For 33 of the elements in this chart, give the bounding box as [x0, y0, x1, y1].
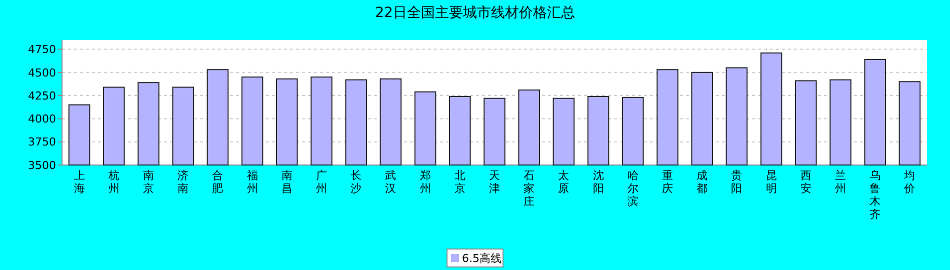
x-tick-label: 南昌: [281, 169, 292, 195]
x-tick-label: 成都: [696, 169, 708, 195]
x-tick-label: 广州: [316, 169, 327, 195]
x-tick-label: 乌鲁木齐: [870, 169, 881, 221]
x-tick-label: 合肥: [212, 169, 224, 195]
x-tick-label: 郑州: [420, 169, 431, 195]
legend-label: 6.5高线: [462, 252, 502, 265]
x-tick-label: 贵阳: [731, 169, 742, 195]
x-tick-label: 福州: [246, 169, 258, 195]
y-tick-label: 4500: [28, 66, 56, 80]
x-tick-label: 兰州: [835, 169, 846, 195]
x-tick-label: 上海: [74, 169, 85, 195]
x-tick-label: 西安: [800, 169, 812, 195]
x-tick-label: 武汉: [385, 169, 396, 195]
x-tick-label: 南京: [143, 169, 154, 195]
x-tick-label: 北京: [454, 169, 466, 195]
y-tick-label: 3500: [28, 158, 56, 172]
x-tick-label: 石家庄: [524, 169, 535, 208]
x-tick-label: 长沙: [350, 169, 362, 195]
y-tick-label: 4250: [28, 89, 56, 102]
y-tick-label: 3750: [28, 136, 56, 149]
x-tick-label: 重庆: [662, 169, 673, 195]
x-tick-label: 昆明: [766, 169, 777, 195]
x-tick-label: 济南: [178, 169, 189, 195]
chart-title: 22日全国主要城市线材价格汇总: [375, 5, 575, 21]
y-tick-label: 4000: [28, 112, 56, 126]
y-tick-label: 4750: [28, 43, 56, 56]
x-tick-label: 太原: [558, 169, 570, 195]
x-tick-label: 杭州: [107, 169, 120, 195]
x-tick-label: 均价: [903, 169, 916, 195]
x-tick-label: 天津: [489, 169, 500, 195]
x-tick-label: 哈尔滨: [627, 169, 638, 208]
x-tick-label: 沈阳: [592, 169, 604, 195]
